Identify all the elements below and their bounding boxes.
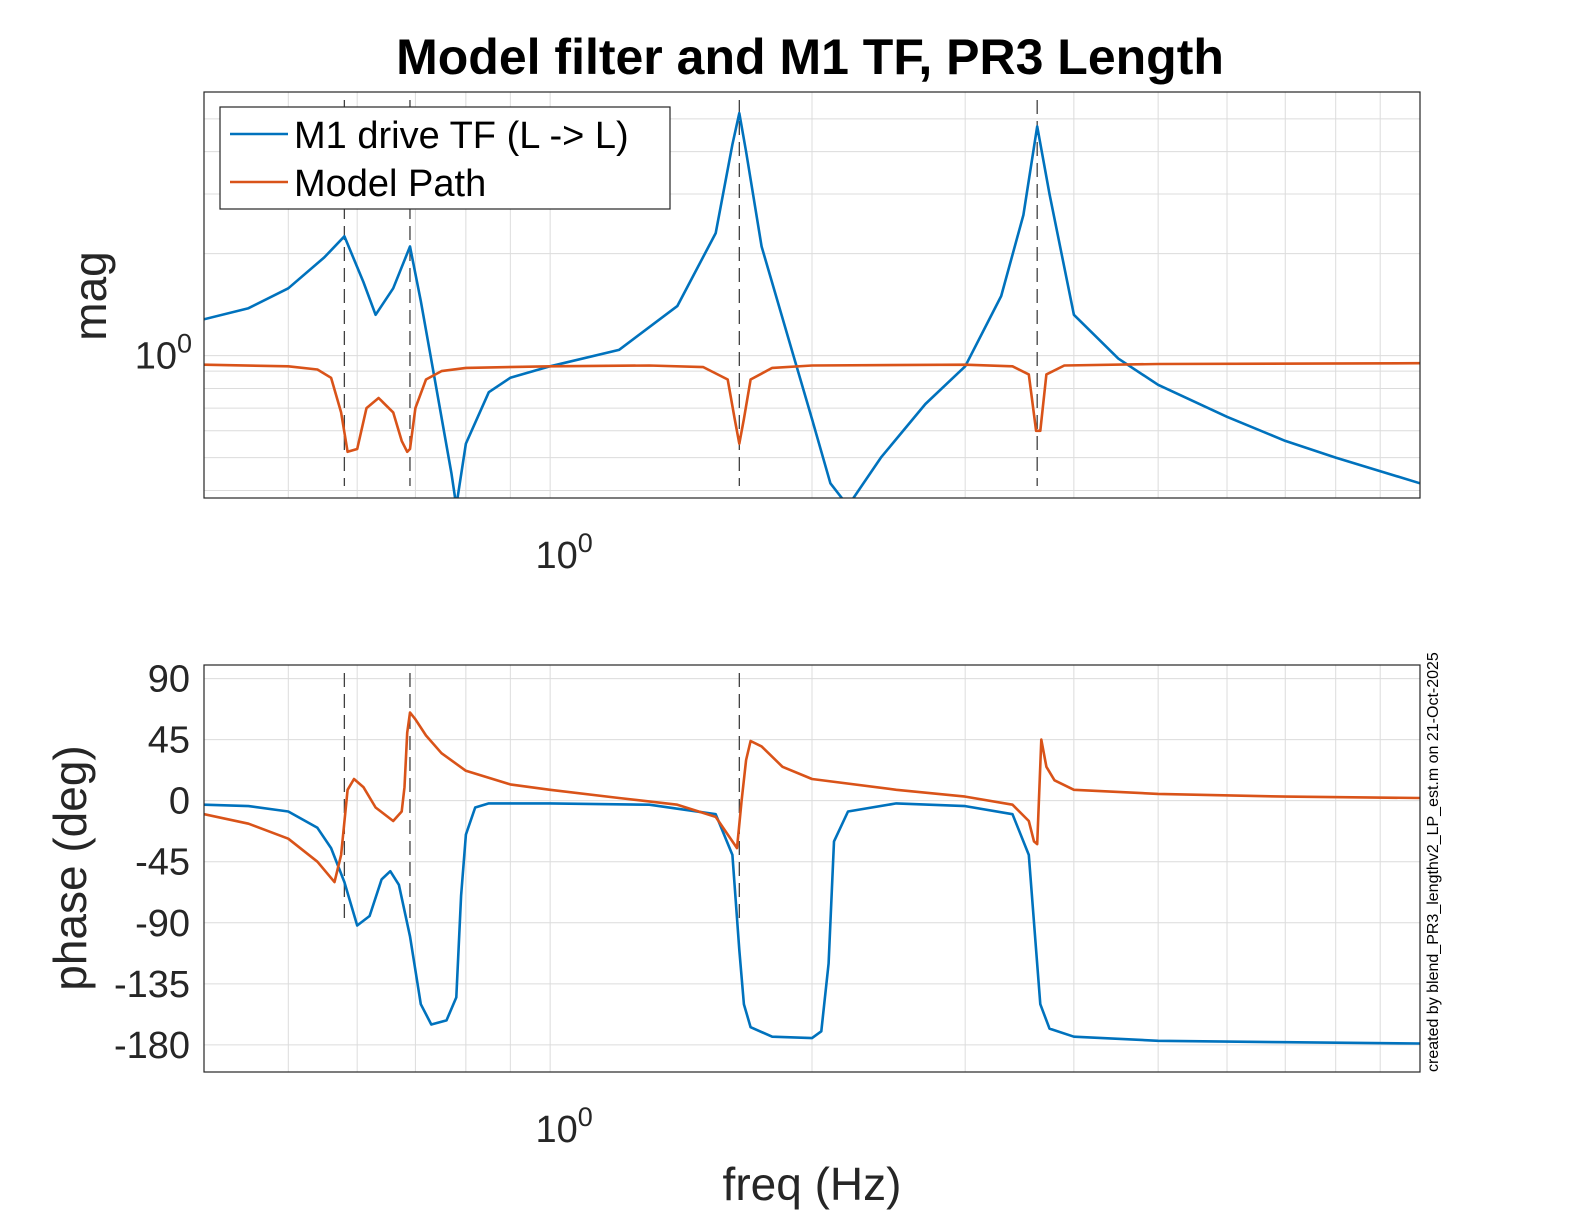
y-tick-label: -135	[114, 964, 190, 1006]
series-line-m1-drive-tf-l-l	[204, 111, 1420, 498]
y-tick-label: 0	[169, 781, 190, 823]
magnitude-panel: 100 100 mag M1 drive TF (L -> L) Model Pa…	[64, 91, 1421, 577]
y-tick-label: -180	[114, 1025, 190, 1067]
x-tick-label: 100	[535, 528, 592, 577]
x-tick-label: 100	[535, 1102, 592, 1151]
y-tick-label: 100	[135, 329, 192, 378]
phase-xlabel: freq (Hz)	[723, 1158, 902, 1210]
legend-label-m1: M1 drive TF (L -> L)	[294, 115, 629, 157]
y-tick-label: -45	[135, 842, 190, 884]
magnitude-ylabel: mag	[64, 251, 116, 340]
magnitude-series	[204, 111, 1420, 498]
phase-panel: 100 90 45 0 -45 -90 -135 -180 phase (deg) freq …	[44, 659, 1421, 1210]
phase-axes-frame	[203, 664, 1421, 1073]
y-tick-label: 45	[148, 720, 190, 762]
series-line-model-path	[204, 361, 1420, 454]
phase-series	[204, 711, 1420, 1045]
phase-tick-labels: 100 90 45 0 -45 -90 -135 -180	[114, 659, 593, 1151]
legend: M1 drive TF (L -> L) Model Path	[219, 106, 671, 210]
chart-title: Model filter and M1 TF, PR3 Length	[396, 29, 1224, 85]
legend-label-model: Model Path	[294, 163, 486, 205]
y-tick-label: 90	[148, 659, 190, 701]
magnitude-tick-labels: 100 100	[135, 329, 593, 577]
phase-ylabel: phase (deg)	[44, 745, 96, 991]
series-line-m1-drive-tf-l-l	[204, 802, 1420, 1045]
footer-note: created by blend_PR3_lengthv2_LP_est.m o…	[1425, 652, 1442, 1072]
magnitude-axes-frame	[203, 91, 1421, 499]
y-tick-label: -90	[135, 903, 190, 945]
legend-box	[219, 106, 671, 210]
series-line-model-path	[204, 711, 1420, 884]
